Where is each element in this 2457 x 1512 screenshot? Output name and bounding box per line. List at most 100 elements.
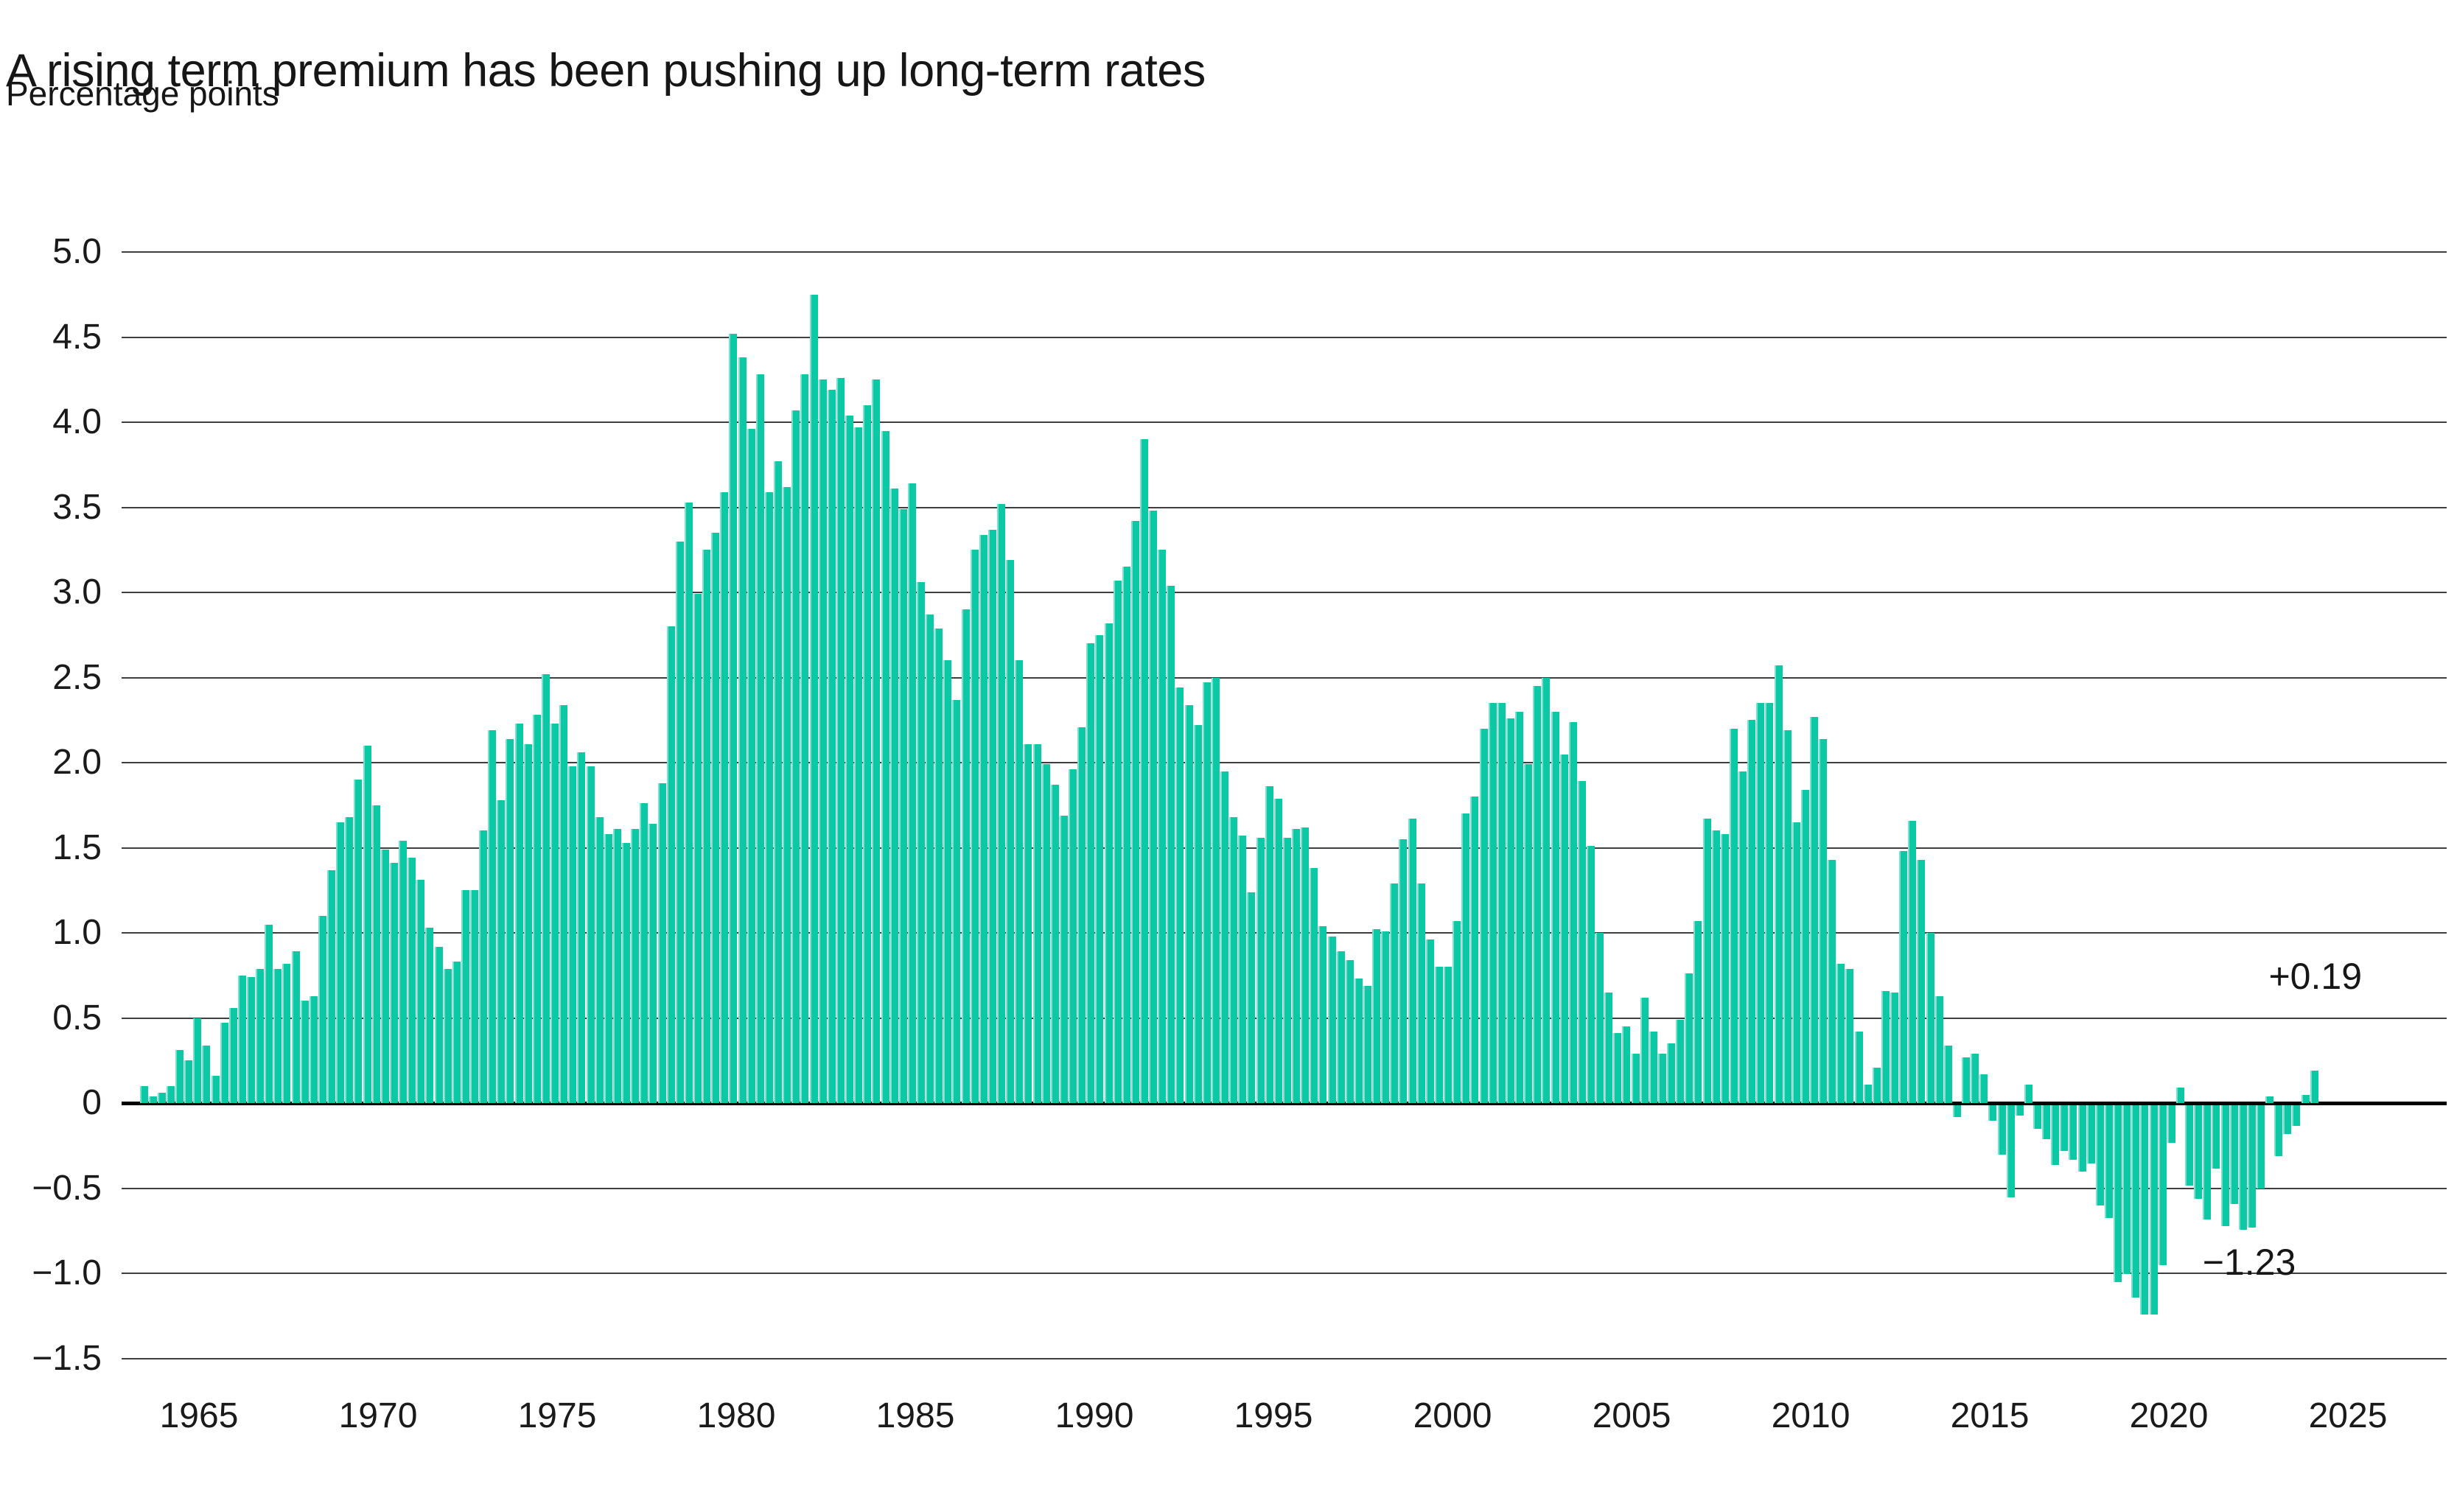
y-tick-label: 3.5 — [52, 487, 102, 527]
bar — [2292, 1105, 2301, 1126]
bar — [1247, 892, 1256, 1103]
bar — [2051, 1105, 2060, 1165]
bar — [1890, 992, 1898, 1103]
bar — [1193, 725, 1202, 1103]
bar — [1202, 682, 1211, 1103]
bar — [354, 780, 363, 1103]
bar — [934, 628, 943, 1103]
bar — [2095, 1105, 2104, 1206]
bar — [1497, 703, 1506, 1103]
bar — [720, 491, 729, 1103]
bar — [738, 357, 747, 1103]
bar — [1327, 936, 1336, 1103]
y-tick-label: 0.5 — [52, 998, 102, 1037]
bar — [916, 582, 925, 1103]
bar — [1881, 990, 1890, 1103]
gridline — [122, 421, 2447, 423]
bar — [818, 379, 827, 1104]
bar — [1050, 785, 1059, 1103]
bar — [1694, 920, 1702, 1103]
bar — [497, 799, 506, 1103]
bar — [774, 461, 782, 1103]
bar — [1828, 859, 1836, 1103]
bar — [1122, 567, 1130, 1103]
bar — [684, 502, 693, 1103]
bar — [1676, 1019, 1685, 1103]
x-tick-label: 1985 — [875, 1396, 955, 1435]
bar — [551, 723, 559, 1103]
bar — [1506, 718, 1514, 1103]
bar — [1006, 560, 1015, 1103]
bar — [747, 429, 755, 1103]
bar — [1604, 992, 1613, 1103]
gridline — [122, 506, 2447, 508]
x-tick-label: 2005 — [1592, 1396, 1671, 1435]
bar — [1310, 868, 1318, 1103]
bar — [1461, 813, 1470, 1103]
bar — [1711, 830, 1720, 1103]
bar — [371, 805, 380, 1104]
bar — [1649, 1032, 1657, 1103]
y-tick-label: 1.0 — [52, 913, 102, 952]
bar — [1158, 550, 1167, 1104]
gridline — [122, 336, 2447, 338]
bar — [907, 483, 916, 1103]
bar — [666, 626, 675, 1103]
bar — [1354, 979, 1363, 1103]
bar — [970, 550, 979, 1104]
bar — [2185, 1105, 2193, 1186]
bar — [827, 390, 836, 1103]
bar — [1551, 711, 1559, 1103]
bar — [1444, 967, 1452, 1103]
bar — [157, 1093, 166, 1103]
bar — [514, 723, 523, 1103]
bar — [246, 977, 255, 1103]
bar — [979, 534, 988, 1103]
bar — [1059, 815, 1068, 1103]
x-tick-label: 1975 — [517, 1396, 597, 1435]
bar — [881, 430, 890, 1103]
y-tick-label: −0.5 — [32, 1168, 102, 1208]
x-tick-label: 2025 — [2308, 1396, 2388, 1435]
bar — [425, 928, 434, 1103]
bar — [336, 822, 345, 1103]
bar — [1613, 1033, 1622, 1103]
bar — [1783, 730, 1792, 1103]
x-tick-label: 1995 — [1234, 1396, 1313, 1435]
y-tick-label: −1.5 — [32, 1338, 102, 1378]
bar — [1971, 1054, 1979, 1103]
x-tick-label: 1965 — [159, 1396, 239, 1435]
bar — [809, 294, 818, 1104]
bar — [1336, 951, 1345, 1103]
bar — [2167, 1105, 2175, 1143]
bar — [1792, 822, 1800, 1103]
bar — [1425, 939, 1434, 1103]
bar — [1453, 920, 1461, 1103]
bar — [1139, 439, 1148, 1103]
bar — [1256, 837, 1265, 1103]
bar — [2229, 1105, 2238, 1204]
bar — [1586, 846, 1595, 1103]
bar — [1952, 1105, 1961, 1118]
bar — [479, 830, 488, 1103]
bar — [586, 766, 595, 1103]
bar — [649, 824, 657, 1103]
bar — [926, 615, 934, 1103]
bar — [1997, 1105, 2006, 1155]
y-tick-label: −1.0 — [32, 1253, 102, 1292]
bar — [399, 841, 407, 1103]
bar — [2015, 1105, 2024, 1116]
bar — [1265, 786, 1273, 1103]
bar — [1104, 623, 1113, 1103]
bar — [800, 374, 809, 1103]
bar — [2122, 1105, 2131, 1274]
bar — [890, 489, 898, 1103]
bar — [1935, 995, 1943, 1103]
bar — [300, 1001, 309, 1103]
bar — [220, 1023, 228, 1103]
gridline — [122, 1357, 2447, 1359]
bar — [452, 962, 461, 1103]
bar — [265, 924, 273, 1103]
bar — [1184, 704, 1193, 1103]
bar — [211, 1076, 220, 1103]
